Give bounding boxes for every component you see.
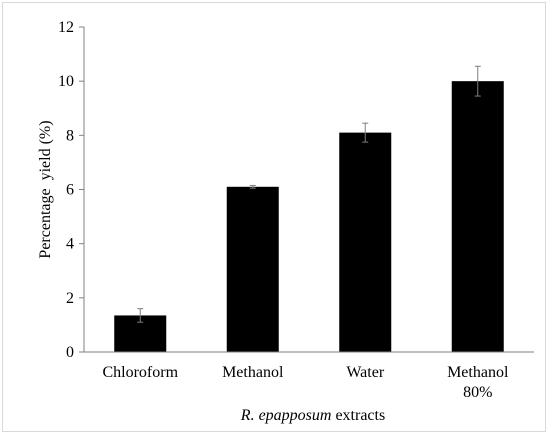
error-bar: [249, 184, 256, 189]
bars: [114, 81, 504, 353]
error-bar: [137, 308, 144, 323]
y-tick-label: 8: [66, 127, 74, 144]
bar: [226, 186, 279, 352]
x-axis-title-italic: R. epapposum: [240, 407, 332, 424]
category-label: Methanol: [222, 364, 284, 381]
error-bar: [474, 65, 481, 97]
category-labels: Chloroform Methanol Water Methanol 80%: [102, 364, 508, 401]
category-label: Water: [346, 364, 384, 381]
y-axis-ticks: 0 2 4 6 8 10 12: [58, 19, 84, 361]
y-tick-label: 6: [66, 182, 74, 199]
x-axis-title-rest: extracts: [331, 407, 385, 424]
category-label: Chloroform: [102, 364, 178, 381]
y-tick-label: 0: [66, 344, 74, 361]
y-tick-label: 12: [58, 19, 74, 36]
y-axis-title: Percentage yield (%): [37, 120, 54, 258]
bar-chart: 0 2 4 6 8 10 12 Chloroform Methanol Water Methano…: [37, 19, 534, 424]
bar: [451, 81, 504, 353]
category-label: Methanol 80%: [447, 364, 509, 401]
y-tick-label: 10: [58, 73, 74, 90]
error-bars: [137, 65, 481, 323]
bar: [339, 132, 392, 352]
error-bar: [362, 122, 369, 143]
y-tick-label: 4: [66, 236, 74, 253]
x-axis-title: R. epapposum extracts: [213, 407, 405, 424]
chart-frame: 0 2 4 6 8 10 12 Chloroform Methanol Water Methano…: [2, 2, 546, 432]
y-tick-label: 2: [66, 290, 74, 307]
